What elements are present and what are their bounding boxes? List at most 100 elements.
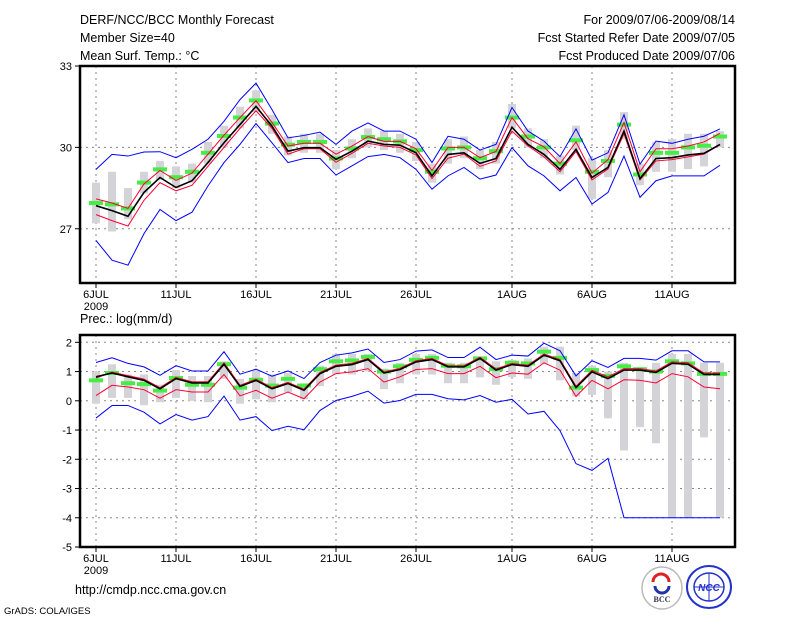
- x-tick-label: 6AUG: [577, 289, 607, 301]
- marker: [265, 383, 279, 388]
- marker: [345, 146, 359, 151]
- marker: [409, 357, 423, 362]
- marker: [617, 122, 631, 127]
- y-tick-label: -5: [62, 542, 72, 554]
- range-bar: [124, 188, 132, 220]
- range-bar: [396, 362, 404, 384]
- bcc-logo-text: BCC: [654, 595, 671, 604]
- range-bar: [316, 365, 324, 387]
- range-bar: [252, 370, 260, 400]
- range-bar: [572, 125, 580, 151]
- y-tick-label: -4: [62, 513, 72, 525]
- precip-panel-title: Prec.: log(mm/d): [80, 312, 172, 326]
- y-tick-label: 2: [66, 337, 72, 349]
- marker: [521, 134, 535, 139]
- marker: [617, 364, 631, 369]
- marker: [201, 150, 215, 155]
- x-tick-label: 6AUG: [577, 553, 607, 565]
- y-tick-label: 33: [60, 61, 72, 73]
- marker: [233, 385, 247, 390]
- range-bar: [668, 139, 676, 172]
- marker: [169, 175, 183, 180]
- x-tick-label: 1AUG: [497, 553, 527, 565]
- source-url[interactable]: http://cmdp.ncc.cma.gov.cn: [75, 583, 226, 597]
- marker: [665, 359, 679, 364]
- marker: [313, 139, 327, 144]
- marker: [649, 150, 663, 155]
- range-bar: [412, 354, 420, 375]
- range-bar: [236, 378, 244, 404]
- series-ensemble-min: [95, 390, 720, 519]
- year-label: 2009: [84, 565, 108, 577]
- y-tick-label: -3: [62, 484, 72, 496]
- range-bar: [332, 354, 340, 375]
- temperature-panel: 27 30 33 6JUL 11JUL 16JUL 21JUL 26JUL 1AUG 6AUG 11…: [60, 61, 737, 313]
- marker: [297, 383, 311, 388]
- range-bar: [684, 354, 692, 518]
- marker: [137, 382, 151, 387]
- marker: [441, 146, 455, 151]
- range-bar: [156, 384, 164, 403]
- series-upper-spread: [95, 353, 720, 390]
- x-tick-label: 11AUG: [654, 553, 689, 565]
- marker: [697, 143, 711, 148]
- y-tick-label: 0: [66, 396, 72, 408]
- range-bar: [364, 354, 372, 372]
- range-bar: [444, 139, 452, 164]
- marker: [89, 200, 103, 205]
- series-ensemble-mean: [95, 105, 721, 218]
- plot-frame: [78, 333, 737, 549]
- x-tick-label: 21JUL: [320, 289, 352, 301]
- range-bar: [700, 133, 708, 167]
- marker: [601, 158, 615, 163]
- range-bar: [588, 158, 596, 199]
- range-bar: [300, 383, 308, 400]
- marker: [521, 361, 535, 366]
- ncc-logo-text: NCC: [698, 583, 720, 594]
- marker: [281, 142, 295, 147]
- range-bar: [108, 364, 116, 398]
- marker: [393, 364, 407, 369]
- marker: [569, 138, 583, 143]
- range-bar: [604, 150, 612, 178]
- marker: [201, 382, 215, 387]
- marker: [473, 156, 487, 161]
- marker: [633, 367, 647, 372]
- marker: [345, 358, 359, 363]
- range-bar: [556, 346, 564, 381]
- marker: [665, 150, 679, 155]
- y-tick-label: 27: [60, 224, 72, 236]
- range-bar: [444, 362, 452, 384]
- variable-label: Mean Surf. Temp.: °C: [80, 49, 199, 63]
- series-lower-spread: [95, 362, 721, 400]
- marker: [537, 349, 551, 354]
- x-tick-label: 16JUL: [240, 553, 272, 565]
- x-tick-label: 6JUL: [83, 553, 109, 565]
- range-bar: [524, 358, 532, 379]
- range-bar: [700, 362, 708, 438]
- marker: [713, 134, 727, 139]
- forecast-period: For 2009/07/06-2009/08/14: [583, 13, 735, 27]
- marker: [185, 382, 199, 387]
- range-bar: [716, 131, 724, 148]
- range-bar: [124, 374, 132, 398]
- plot-frame: [78, 64, 737, 285]
- fcst-started-date: Fcst Started Refer Date 2009/07/05: [538, 31, 735, 45]
- y-tick-label: 30: [60, 142, 72, 154]
- x-tick-label: 6JUL: [83, 289, 109, 301]
- y-tick-label: -1: [62, 425, 72, 437]
- marker: [425, 169, 439, 174]
- marker: [505, 360, 519, 365]
- series-ensemble-mean: [95, 354, 720, 392]
- bcc-logo: BCC: [641, 566, 683, 610]
- range-bar: [188, 375, 196, 401]
- ncc-logo: NCC: [686, 565, 732, 609]
- series-upper-spread: [95, 99, 721, 210]
- member-size-label: Member Size=40: [80, 31, 175, 45]
- marker: [137, 180, 151, 185]
- marker: [265, 121, 279, 126]
- x-tick-label: 1AUG: [497, 289, 527, 301]
- range-bar: [476, 356, 484, 378]
